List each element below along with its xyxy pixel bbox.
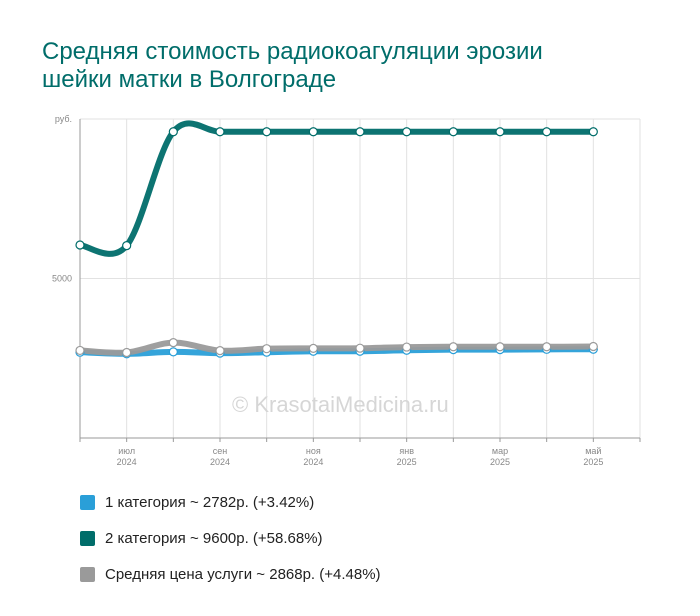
chart-title: Средняя стоимость радиокоагуляции эрозии… (42, 38, 642, 94)
legend-swatch (80, 494, 95, 510)
data-point-series-3 (448, 342, 458, 352)
chart-grid (80, 118, 641, 438)
data-point-series-2 (402, 127, 412, 137)
x-tick-label: мар (492, 446, 508, 456)
x-tick-label: ноя (306, 446, 321, 456)
data-point-series-2 (448, 127, 458, 137)
chart-title-line-1: Средняя стоимость радиокоагуляции эрозии (42, 38, 543, 65)
data-point-series-2 (495, 127, 505, 137)
x-tick-label: 2024 (303, 457, 323, 467)
chart-legend: 1 категория ~ 2782р. (+3.42%) 2 категори… (80, 484, 381, 592)
data-point-series-2 (122, 241, 132, 251)
chart-axes (79, 119, 641, 442)
x-tick-label: сен (213, 446, 228, 456)
series-line-2 (77, 120, 597, 257)
data-point-series-3 (168, 338, 178, 348)
legend-item-series-1[interactable]: 1 категория ~ 2782р. (+3.42%) (80, 484, 381, 520)
x-tick-label: 2025 (583, 457, 603, 467)
x-tick-label: 2024 (210, 457, 230, 467)
legend-item-series-2[interactable]: 2 категория ~ 9600р. (+58.68%) (80, 520, 381, 556)
chart-series (77, 120, 597, 357)
chart-points (75, 127, 598, 359)
data-point-series-3 (542, 342, 552, 352)
watermark: © KrasotaiMedicina.ru (232, 392, 449, 417)
chart-title-line-2: шейки матки в Волгограде (42, 66, 337, 93)
legend-label: 1 категория ~ 2782р. (+3.42%) (105, 493, 315, 511)
legend-item-series-3[interactable]: Средняя цена услуги ~ 2868р. (+4.48%) (80, 556, 381, 592)
x-tick-label: 2024 (117, 457, 137, 467)
y-tick-label: 5000 (52, 274, 72, 284)
data-point-series-3 (215, 345, 225, 356)
x-tick-label: 2025 (490, 457, 510, 467)
data-point-series-3 (308, 343, 318, 353)
data-point-series-3 (355, 343, 365, 353)
data-point-series-3 (588, 341, 598, 352)
data-point-series-2 (262, 127, 272, 137)
x-tick-label: янв (399, 446, 414, 456)
data-point-series-3 (75, 345, 85, 356)
data-point-series-3 (122, 347, 132, 358)
x-tick-label: 2025 (397, 457, 417, 467)
data-point-series-2 (215, 127, 225, 137)
data-point-series-2 (75, 240, 85, 250)
data-point-series-2 (168, 127, 178, 137)
y-axis-unit-label: руб. (55, 114, 72, 124)
data-point-series-1 (168, 347, 178, 357)
legend-label: Средняя цена услуги ~ 2868р. (+4.48%) (105, 565, 381, 583)
x-tick-label: июл (118, 446, 135, 456)
legend-label: 2 категория ~ 9600р. (+58.68%) (105, 529, 323, 547)
legend-swatch (80, 566, 95, 582)
data-point-series-2 (355, 127, 365, 137)
data-point-series-2 (588, 127, 598, 137)
legend-swatch (80, 530, 95, 546)
data-point-series-2 (308, 127, 318, 137)
line-chart: руб.5000июл2024сен2024ноя2024янв2025мар2… (52, 114, 641, 467)
data-point-series-3 (495, 342, 505, 352)
x-tick-label: май (585, 446, 601, 456)
chart-labels: руб.5000июл2024сен2024ноя2024янв2025мар2… (52, 114, 603, 467)
data-point-series-2 (542, 127, 552, 137)
data-point-series-3 (262, 344, 272, 354)
data-point-series-3 (402, 342, 412, 352)
